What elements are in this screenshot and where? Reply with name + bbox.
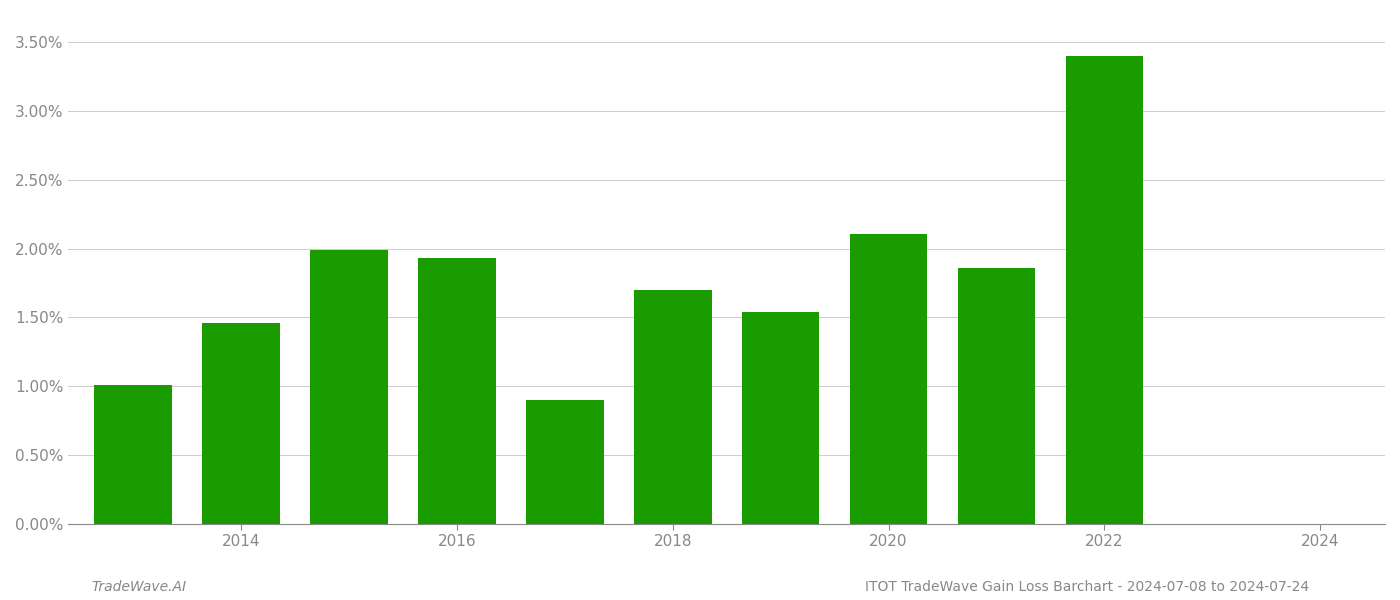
Text: TradeWave.AI: TradeWave.AI (91, 580, 186, 594)
Bar (94, 385, 172, 524)
Bar (634, 290, 711, 524)
Bar (419, 258, 496, 524)
Bar (526, 400, 603, 524)
Bar (850, 233, 927, 524)
Bar (311, 250, 388, 524)
Bar (202, 323, 280, 524)
Bar (742, 312, 819, 524)
Text: ITOT TradeWave Gain Loss Barchart - 2024-07-08 to 2024-07-24: ITOT TradeWave Gain Loss Barchart - 2024… (865, 580, 1309, 594)
Bar (958, 268, 1036, 524)
Bar (1065, 56, 1144, 524)
